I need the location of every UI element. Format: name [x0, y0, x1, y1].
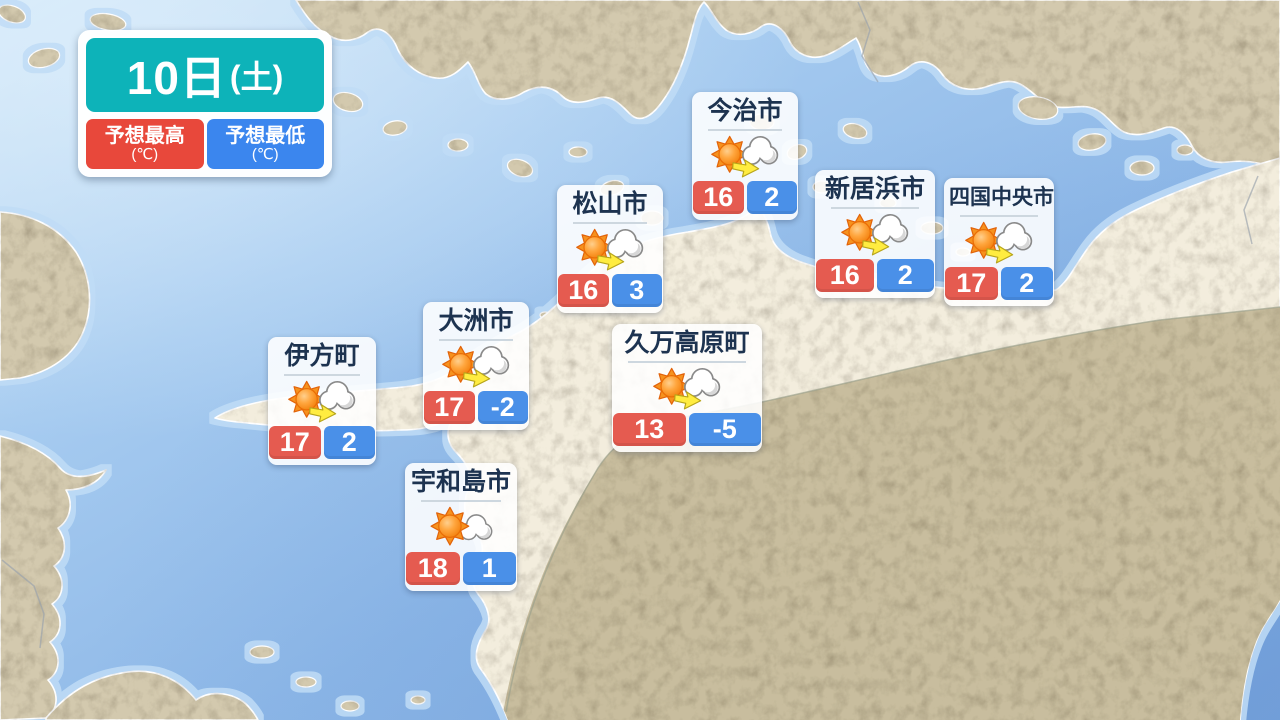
divider	[960, 215, 1038, 217]
forecast-header: 10日 (土) 予想最高 (℃) 予想最低 (℃)	[78, 30, 332, 177]
city-name: 大洲市	[438, 307, 514, 335]
kyushu-kunisaki	[0, 211, 91, 381]
legend-low-label: 予想最低	[225, 125, 306, 147]
sun-and-cloud-icon	[423, 504, 499, 550]
honshu-land	[295, 0, 1280, 171]
sun-then-cloud-icon	[284, 378, 360, 424]
high-temp: 16	[693, 181, 744, 214]
temps: 13 -5	[613, 413, 761, 446]
high-temp: 16	[816, 259, 874, 292]
sun-then-cloud-icon	[837, 211, 913, 257]
sun-then-cloud-icon	[961, 219, 1037, 265]
weather-card-kumakogen: 久万高原町 13 -5	[612, 324, 762, 452]
sun-then-cloud-icon	[707, 133, 783, 179]
legend: 予想最高 (℃) 予想最低 (℃)	[86, 119, 324, 169]
high-temp: 17	[424, 391, 475, 424]
date-banner: 10日 (土)	[86, 38, 324, 112]
low-temp: 2	[323, 426, 375, 459]
divider	[831, 207, 919, 209]
divider	[284, 374, 360, 376]
divider	[439, 339, 513, 341]
weather-card-ozu: 大洲市 17 -2	[423, 302, 529, 430]
low-temp: 3	[611, 274, 662, 307]
city-name: 宇和島市	[410, 468, 511, 496]
sun-then-cloud-icon	[438, 343, 514, 389]
divider	[628, 361, 746, 363]
high-temp: 16	[558, 274, 609, 307]
high-temp: 17	[269, 426, 321, 459]
weather-card-ikata: 伊方町 17 2	[268, 337, 376, 465]
weather-card-uwajima: 宇和島市 18 1	[405, 463, 517, 591]
temps: 17 2	[269, 426, 375, 459]
city-name: 久万高原町	[624, 329, 750, 357]
legend-low: 予想最低 (℃)	[206, 119, 324, 169]
weather-card-matsuyama: 松山市 16 3	[557, 185, 663, 313]
sun-then-cloud-icon	[649, 365, 725, 411]
kyushu-south	[45, 670, 259, 720]
city-name: 松山市	[572, 190, 648, 218]
low-temp: -5	[688, 413, 761, 446]
low-temp: 2	[1000, 267, 1053, 300]
low-temp: -2	[477, 391, 528, 424]
low-temp: 2	[746, 181, 797, 214]
weather-card-shikokuchuo: 四国中央市 17 2	[944, 178, 1054, 306]
temps: 16 2	[693, 181, 797, 214]
weather-card-imabari: 今治市 16 2	[692, 92, 798, 220]
temps: 17 2	[945, 267, 1053, 300]
city-name: 四国中央市	[949, 186, 1054, 209]
temps: 17 -2	[424, 391, 528, 424]
sun-then-cloud-icon	[572, 226, 648, 272]
temps: 18 1	[406, 552, 516, 585]
city-name: 今治市	[707, 97, 783, 125]
legend-high: 予想最高 (℃)	[86, 119, 204, 169]
kyushu-coast	[0, 435, 107, 720]
divider	[573, 222, 647, 224]
high-temp: 18	[406, 552, 460, 585]
bungo-channel-islands	[249, 645, 426, 712]
divider	[421, 500, 501, 502]
high-temp: 17	[945, 267, 998, 300]
high-temp: 13	[613, 413, 686, 446]
temps: 16 2	[816, 259, 934, 292]
kochi-region	[500, 306, 1280, 720]
legend-high-unit: (℃)	[131, 146, 159, 163]
city-name: 新居浜市	[824, 175, 925, 203]
legend-high-label: 予想最高	[104, 125, 185, 147]
temps: 16 3	[558, 274, 662, 307]
divider	[708, 129, 782, 131]
date-label: 10日	[126, 52, 227, 104]
low-temp: 2	[876, 259, 934, 292]
weekday-label: (土)	[229, 59, 284, 95]
low-temp: 1	[462, 552, 516, 585]
city-name: 伊方町	[284, 342, 360, 370]
legend-low-unit: (℃)	[251, 146, 279, 163]
weather-card-niihama: 新居浜市 16 2	[815, 170, 935, 298]
